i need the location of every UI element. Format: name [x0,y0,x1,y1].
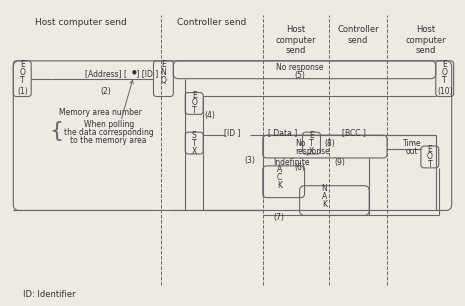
Text: A: A [322,192,327,201]
Text: Host computer send: Host computer send [35,18,127,27]
Text: Indefinite: Indefinite [273,159,309,167]
Text: E: E [442,60,447,69]
Text: Controller
send: Controller send [338,25,379,45]
Text: T: T [309,139,314,147]
Text: E: E [427,144,432,154]
Text: T: T [442,76,447,85]
Text: O: O [442,68,448,77]
Text: response: response [296,147,330,155]
Text: [Address] [: [Address] [ [85,69,127,78]
Text: No: No [296,139,306,147]
Text: the data corresponding: the data corresponding [64,128,153,137]
Text: Q: Q [160,76,166,85]
Text: N: N [160,68,166,77]
Text: E: E [20,60,25,69]
Text: {: { [49,121,63,141]
Text: O: O [427,152,433,162]
Text: (9): (9) [334,159,345,167]
Text: A: A [277,165,282,174]
Text: E: E [309,131,314,140]
Text: ID: Identifier: ID: Identifier [23,290,76,299]
Text: to the memory area: to the memory area [71,136,147,145]
Text: (10): (10) [437,87,452,96]
Text: (4): (4) [205,111,216,120]
Text: O: O [20,68,25,77]
Text: [ID ]: [ID ] [224,128,240,137]
Text: (8): (8) [324,139,335,147]
Text: ] [ID ]: ] [ID ] [133,69,158,78]
Text: X: X [192,147,197,155]
Text: Host
computer
send: Host computer send [405,25,446,55]
Text: [ Data ]: [ Data ] [268,128,297,137]
Text: S: S [192,131,197,140]
Text: Controller send: Controller send [178,18,247,27]
Text: (3): (3) [245,156,255,166]
Text: When polling: When polling [84,120,134,129]
Text: [BCC ]: [BCC ] [342,128,366,137]
Text: No response: No response [276,63,323,72]
Text: Host
computer
send: Host computer send [275,25,316,55]
Text: E: E [161,60,166,69]
Text: T: T [192,139,197,147]
Text: (1): (1) [17,87,27,96]
Text: T: T [192,106,197,115]
Text: X: X [309,147,314,155]
Text: E: E [192,91,197,100]
Text: (5): (5) [294,71,305,80]
Text: T: T [20,76,25,85]
Text: out: out [405,147,418,155]
Text: (6): (6) [294,163,305,172]
Text: K: K [277,181,282,190]
Text: (7): (7) [273,213,284,222]
Text: K: K [322,200,327,209]
Text: N: N [322,184,327,193]
Text: C: C [277,173,282,182]
Text: Memory area number: Memory area number [60,108,142,117]
Text: T: T [427,160,432,170]
Text: Time: Time [403,139,421,147]
Text: O: O [191,98,197,107]
Text: (2): (2) [100,87,111,96]
Text: ●: ● [131,69,136,74]
